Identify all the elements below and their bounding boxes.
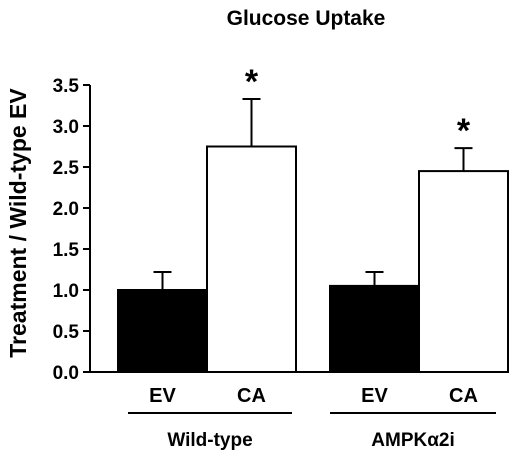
y-tick-label: 3.0 xyxy=(53,117,79,138)
category-labels: EV CA Wild-type EV CA AMPKα2i xyxy=(128,385,496,451)
group-label: AMPKα2i xyxy=(371,430,454,451)
significance-marker: * xyxy=(457,112,471,150)
bar-ca xyxy=(418,170,509,373)
bars: ** xyxy=(117,63,509,373)
y-tick-label: 2.0 xyxy=(53,199,79,220)
significance-marker: * xyxy=(245,63,259,101)
y-tick-label: 3.5 xyxy=(53,76,80,97)
y-axis-label: Treatment / Wild-type EV xyxy=(5,88,31,358)
y-tick-label: 1.5 xyxy=(53,240,80,261)
bar-ca xyxy=(206,145,297,373)
y-tick-label: 0.0 xyxy=(53,363,79,384)
y-tick-label: 0.5 xyxy=(53,322,80,343)
bar-category-label: EV xyxy=(361,385,388,407)
group-label: Wild-type xyxy=(167,430,252,451)
y-tick-label: 2.5 xyxy=(53,158,80,179)
bar-ev xyxy=(329,284,420,373)
bar-category-label: CA xyxy=(449,385,478,407)
bar-category-label: CA xyxy=(237,385,266,407)
chart-title: Glucose Uptake xyxy=(227,7,386,30)
bar-category-label: EV xyxy=(149,385,176,407)
y-tick-label: 1.0 xyxy=(53,281,79,302)
bar-ev xyxy=(117,289,208,373)
